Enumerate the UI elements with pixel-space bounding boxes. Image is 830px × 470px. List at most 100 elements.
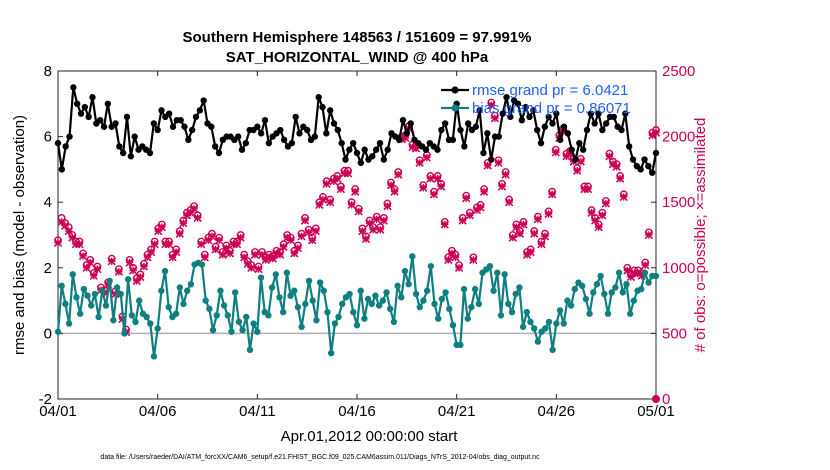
rmse-point — [503, 94, 510, 101]
rmse-point — [346, 146, 353, 153]
rmse-point — [116, 143, 123, 150]
rmse-point — [514, 100, 522, 108]
obs-assimilated-marker — [157, 222, 167, 232]
obs-assimilated-marker — [515, 229, 525, 238]
obs-assimilated-marker — [125, 258, 134, 267]
obs-assimilated-marker — [394, 170, 403, 179]
rmse-point — [292, 113, 299, 121]
rmse-point — [457, 126, 464, 134]
bias-point — [132, 318, 139, 326]
bias-point — [457, 341, 464, 349]
bias-point — [372, 292, 379, 299]
y-left-tick-label: -2 — [39, 391, 52, 408]
rmse-series — [54, 84, 660, 176]
obs-assimilated-marker — [465, 211, 474, 220]
bias-point — [268, 284, 276, 291]
obs-assimilated-marker — [537, 240, 546, 249]
rmse-point — [242, 139, 250, 147]
rmse-point — [81, 103, 89, 111]
bias-point — [405, 281, 412, 288]
bias-point — [276, 294, 283, 301]
rmse-point — [303, 126, 311, 134]
bias-point — [294, 303, 302, 311]
rmse-point — [545, 113, 552, 121]
bias-point — [228, 328, 235, 335]
bias-point — [597, 272, 604, 280]
bias-point — [608, 289, 615, 296]
rmse-point — [330, 120, 338, 127]
rmse-point — [261, 117, 269, 124]
bias-point — [283, 269, 291, 276]
rmse-point — [422, 146, 430, 153]
bias-point — [512, 290, 519, 298]
obs-assimilated-marker — [379, 216, 389, 225]
obs-assimilated-marker — [365, 219, 374, 228]
legend: rmse grand pr = 6.0421 bias grand pr = 0… — [441, 82, 631, 117]
y-right-tick-label: 2000 — [662, 129, 695, 146]
bias-point — [590, 289, 597, 296]
obs-assimilated-marker — [590, 216, 600, 225]
bias-point — [516, 284, 523, 291]
bias-point — [91, 290, 99, 298]
bias-point — [217, 287, 224, 294]
rmse-point — [376, 139, 384, 147]
bias-point — [446, 305, 453, 312]
bias-point — [209, 326, 217, 334]
obs-assimilated-marker — [469, 255, 478, 265]
bias-point — [257, 274, 265, 281]
obs-assimilated-marker — [644, 230, 654, 240]
obs-assimilated-marker — [197, 240, 206, 249]
rmse-point — [522, 103, 529, 111]
rmse-point — [618, 126, 625, 134]
obs-assimilated-marker — [308, 236, 317, 245]
bias-point — [291, 287, 298, 294]
bias-point — [176, 284, 184, 291]
rmse-point — [602, 120, 610, 127]
rmse-point — [361, 146, 368, 153]
obs-assimilated-marker — [454, 263, 464, 272]
bias-point — [335, 313, 342, 321]
rmse-point — [311, 133, 319, 140]
bias-point — [99, 287, 106, 294]
rmse-point — [296, 130, 303, 137]
rmse-point — [583, 126, 591, 134]
obs-assimilated-marker — [429, 190, 439, 199]
bias-point — [316, 279, 324, 286]
rmse-point — [472, 123, 480, 130]
bias-point — [172, 310, 180, 317]
obs-assimilated-marker — [651, 128, 661, 137]
y-axis-left-label: rmse and bias (model - observation) — [11, 115, 28, 355]
bias-point — [601, 290, 608, 298]
rmse-point — [610, 113, 618, 121]
bias-point — [331, 320, 339, 327]
obs-assimilated-marker — [519, 220, 528, 229]
y-right-tick-label: 1500 — [662, 194, 695, 211]
rmse-point — [549, 120, 556, 127]
rmse-point — [648, 169, 656, 176]
rmse-point — [395, 136, 403, 144]
obs-assimilated-marker — [107, 257, 116, 266]
rmse-point — [349, 139, 357, 147]
obs-assimilated-marker — [361, 234, 371, 244]
bias-point — [339, 300, 346, 308]
bias-point — [398, 294, 405, 301]
obs-assimilated-marker — [93, 264, 102, 274]
obs-assimilated-marker — [573, 166, 582, 175]
rmse-point — [334, 126, 342, 134]
obs-assimilated-marker — [78, 251, 88, 261]
obs-assimilated-marker — [286, 236, 295, 245]
obs-assimilated-marker — [494, 158, 503, 168]
obs-assimilated-marker — [462, 194, 471, 203]
rmse-point — [165, 110, 173, 117]
rmse-point — [579, 146, 587, 153]
bias-point — [464, 315, 471, 322]
obs-assimilated-marker — [487, 100, 496, 110]
bias-point — [136, 297, 143, 304]
chart-title-line2: SAT_HORIZONTAL_WIND @ 400 hPa — [226, 49, 489, 66]
rmse-point — [622, 110, 629, 117]
obs-assimilated-marker — [547, 190, 557, 199]
bias-point — [549, 346, 556, 353]
bias-point — [150, 353, 158, 360]
obs-assimilated-marker — [358, 226, 367, 236]
bias-point — [324, 308, 331, 316]
